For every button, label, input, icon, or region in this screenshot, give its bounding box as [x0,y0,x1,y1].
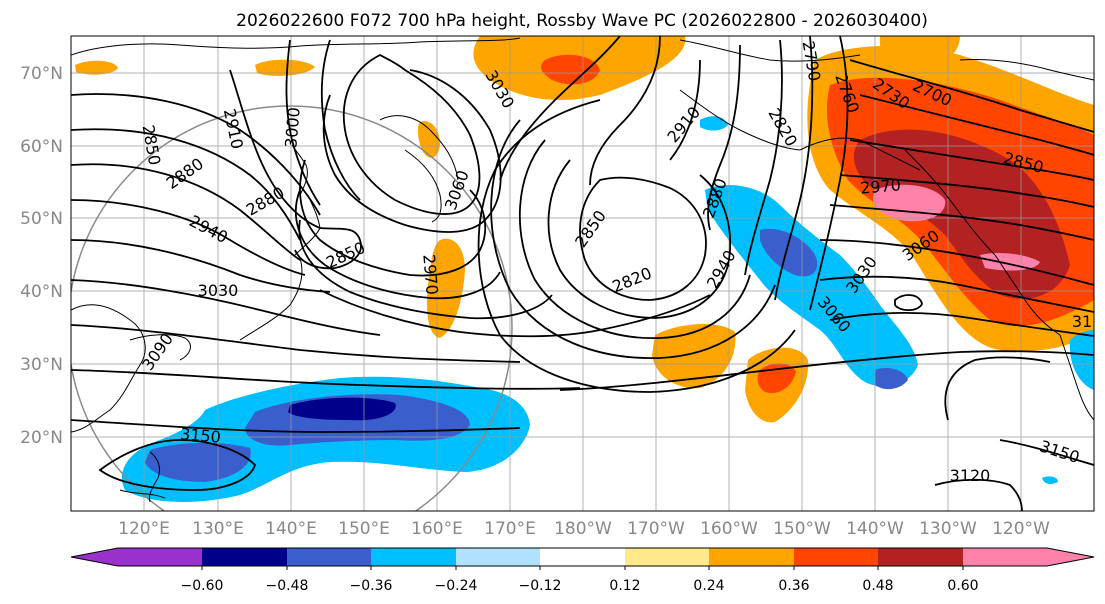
colorbar-segment [794,548,878,566]
colorbar-label-5: −0.12 [519,578,562,594]
colorbar-outline [70,547,1095,567]
contour-label-29: 3120 [950,466,991,485]
contour-label-8: 3030 [198,281,239,300]
contour-label-13: 3150 [179,424,221,446]
colorbar-label-6: 0.12 [609,578,640,594]
colorbar-label-1: −0.60 [181,578,224,594]
lon-label-180w: 180°W [554,519,612,539]
lon-label-160w: 160°W [700,519,758,539]
lon-label-120e: 120°E [118,519,170,539]
colorbar-label-3: −0.36 [350,578,393,594]
coastlines [71,37,1094,503]
negative-anomaly-small-3 [1042,476,1058,485]
colorbar-label-2: −0.48 [266,578,309,594]
latitude-labels: 70°N 60°N 50°N 40°N 30°N 20°N [20,64,63,448]
lat-label-40n: 40°N [20,282,63,302]
negative-anomaly-small-2 [700,116,728,131]
positive-anomaly-patch-2 [255,59,315,76]
graticule [71,36,1094,511]
lat-label-20n: 20°N [20,428,63,448]
negative-anomaly-diagonal-mid [760,228,818,277]
colorbar-label-4: −0.24 [435,578,478,594]
colorbar-label-9: 0.48 [862,578,893,594]
lat-label-70n: 70°N [20,64,63,84]
colorbar-segment [963,548,1094,566]
colorbar-segment [287,548,371,566]
colorbar-segment [371,548,456,566]
positive-anomaly-patch-1 [75,60,118,75]
colorbar: −0.60 −0.48 −0.36 −0.24 −0.12 0.12 0.24 … [70,547,1095,594]
reference-circle [71,105,513,511]
lat-label-60n: 60°N [20,137,63,157]
positive-anomaly-arctic-inner [540,54,600,85]
colorbar-label-10: 0.60 [947,578,978,594]
lon-label-130e: 130°E [192,519,244,539]
lon-label-140w: 140°W [846,519,904,539]
contour-label-3: 3000 [281,106,303,148]
lon-label-170e: 170°E [484,519,536,539]
contour-label-22: 2970 [859,175,901,197]
negative-anomaly-diagonal [705,185,918,387]
positive-anomaly-pink-1 [872,184,946,222]
lon-label-120w: 120°W [992,519,1050,539]
anomaly-shading [75,36,1094,502]
positive-anomaly-patch-3 [417,121,440,158]
colorbar-label-8: 0.36 [778,578,809,594]
figure-title: 2026022600 F072 700 hPa height, Rossby W… [236,11,928,31]
lon-label-130w: 130°W [919,519,977,539]
colorbar-label-7: 0.24 [693,578,724,594]
lon-label-150e: 150°E [338,519,390,539]
longitude-labels: 120°E 130°E 140°E 150°E 160°E 170°E 180°… [118,519,1050,539]
negative-anomaly-small-1 [875,368,908,390]
contour-label-31: 31 [1072,312,1092,331]
lon-label-150w: 150°W [773,519,831,539]
negative-anomaly-subtropical-core [288,397,396,421]
negative-anomaly-east-edge [1069,330,1094,390]
lat-label-50n: 50°N [20,209,63,229]
colorbar-segment [202,548,287,566]
map-border [70,35,1095,512]
negative-anomaly-sw-mid [145,442,251,482]
positive-anomaly-arctic-east [879,36,960,72]
colorbar-segment [71,548,202,566]
height-contours [71,36,1094,511]
colorbar-segments [70,547,1095,570]
colorbar-segment [625,548,709,566]
contour-label-12: 2970 [419,253,441,295]
lon-label-170w: 170°W [627,519,685,539]
lat-label-30n: 30°N [20,355,63,375]
colorbar-tick-labels: −0.60 −0.48 −0.36 −0.24 −0.12 0.12 0.24 … [181,578,979,594]
map-panel: 2850 2910 3000 3030 2880 2880 2940 3030 … [20,35,1095,539]
colorbar-segment [456,548,540,566]
positive-anomaly-central [652,324,736,389]
lon-label-140e: 140°E [265,519,317,539]
positive-anomaly-pink-2 [980,252,1040,271]
colorbar-segment [878,548,963,566]
lon-label-160e: 160°E [411,519,463,539]
colorbar-segment [709,548,794,566]
colorbar-segment [540,548,625,566]
